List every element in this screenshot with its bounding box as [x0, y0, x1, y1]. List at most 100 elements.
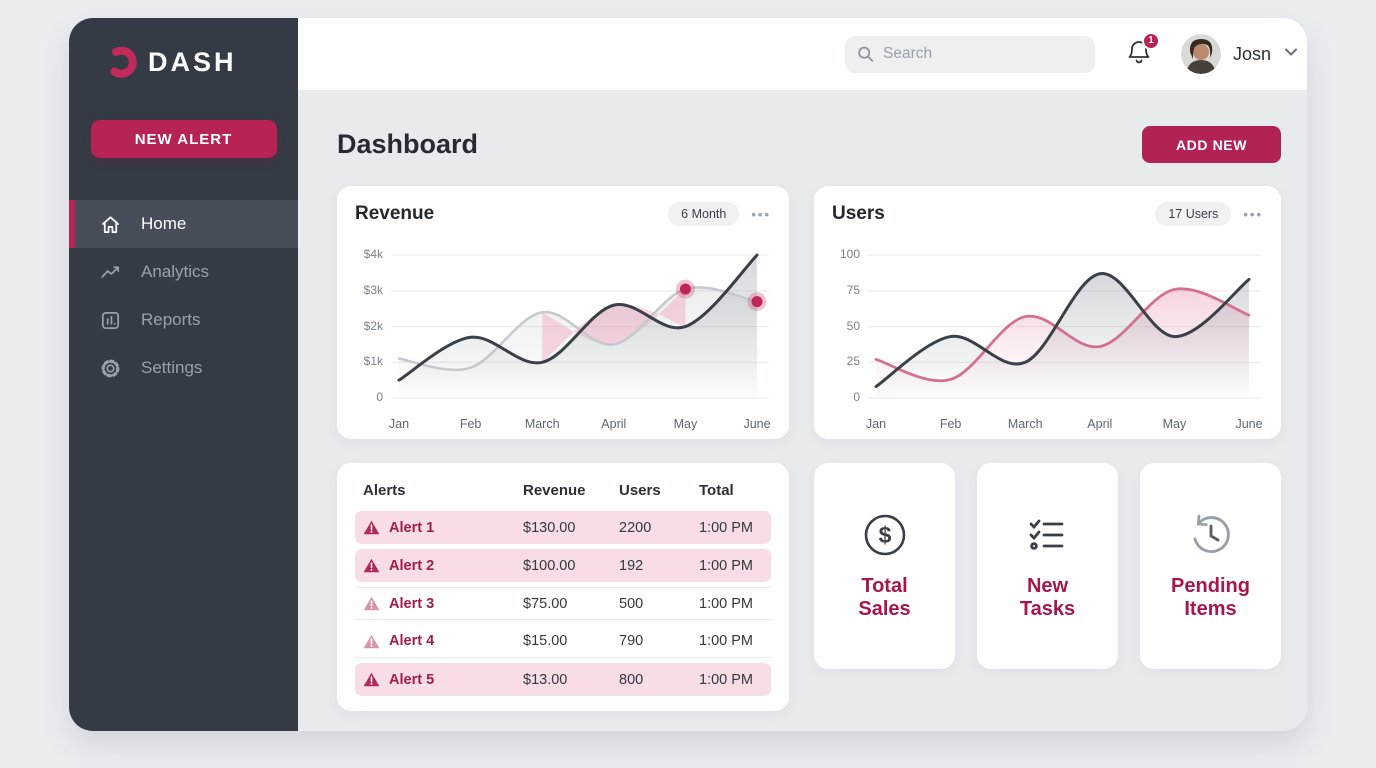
alerts-table-header: Alerts Revenue Users Total — [355, 482, 771, 511]
x-axis: Jan Feb March April May June — [389, 415, 771, 437]
users-card-title: Users — [832, 203, 885, 224]
search-input[interactable] — [883, 45, 1083, 63]
x-tick-label: Feb — [939, 417, 962, 431]
warning-triangle-icon — [363, 520, 380, 535]
revenue-menu-icon[interactable]: ••• — [751, 206, 771, 222]
alert-total: 1:00 PM — [699, 671, 753, 688]
column-header-revenue: Revenue — [523, 482, 586, 499]
alert-revenue: $13.00 — [523, 671, 568, 688]
x-tick-label: May — [673, 417, 698, 431]
alert-revenue: $15.00 — [523, 633, 568, 649]
alert-users: 790 — [619, 633, 644, 649]
alerts-table-card: Alerts Revenue Users Total Alert 1 $130.00 22… — [337, 463, 789, 711]
chevron-down-icon — [1283, 44, 1299, 65]
main-content: Dashboard ADD NEW Revenue 6 Month ••• $4… — [298, 90, 1307, 731]
history-clock-icon — [1187, 511, 1235, 559]
revenue-range-pill[interactable]: 6 Month — [668, 202, 740, 226]
x-tick-label: Jan — [865, 417, 887, 431]
stat-card-pending-items[interactable]: Pending Items — [1140, 463, 1281, 669]
search-icon — [858, 46, 874, 62]
y-axis: 100 75 50 25 0 — [832, 238, 868, 410]
y-axis: $4k $3k $2k $1k 0 — [355, 238, 391, 410]
alert-total: 1:00 PM — [699, 519, 753, 536]
alert-name: Alert 4 — [389, 633, 435, 649]
x-tick-label: June — [743, 417, 771, 431]
y-tick-label: 50 — [846, 318, 860, 333]
y-tick-label: 0 — [376, 390, 383, 404]
home-icon — [99, 213, 122, 236]
plot-area: Jan Feb March April May June — [866, 238, 1263, 437]
alert-name: Alert 1 — [389, 519, 435, 536]
new-alert-button[interactable]: NEW ALERT — [90, 120, 277, 158]
table-row[interactable]: Alert 3 $75.00 500 1:00 PM — [355, 587, 771, 620]
y-tick-label: 100 — [839, 247, 860, 262]
app-container: DASH NEW ALERT Home Analytics Reports Setti… — [69, 18, 1307, 731]
sidebar-item-analytics[interactable]: Analytics — [69, 248, 298, 296]
notifications-button[interactable]: 1 — [1127, 31, 1160, 70]
sidebar: DASH NEW ALERT Home Analytics Reports Setti… — [69, 18, 298, 731]
x-tick-label: Feb — [459, 417, 482, 431]
column-header-total: Total — [699, 482, 734, 499]
x-tick-label: March — [524, 417, 560, 431]
y-tick-label: 0 — [853, 390, 860, 404]
x-tick-label: April — [601, 417, 627, 431]
y-tick-label: $4k — [363, 247, 383, 262]
x-tick-label: March — [1007, 417, 1043, 431]
add-new-button[interactable]: ADD NEW — [1142, 126, 1281, 163]
stat-cards-row: $ Total Sales New Tasks Pending Items — [814, 463, 1281, 669]
dollar-circle-icon: $ — [861, 511, 909, 559]
warning-triangle-icon — [363, 672, 380, 687]
settings-icon — [99, 357, 122, 380]
page-title: Dashboard — [337, 129, 479, 159]
alert-total: 1:00 PM — [699, 557, 753, 574]
sidebar-item-settings[interactable]: Settings — [69, 344, 298, 392]
plot-area: Jan Feb March April May June — [389, 238, 771, 437]
stat-card-new-tasks[interactable]: New Tasks — [977, 463, 1118, 669]
users-menu-icon[interactable]: ••• — [1243, 206, 1263, 222]
checklist-icon — [1024, 511, 1072, 559]
table-row[interactable]: Alert 2 $100.00 192 1:00 PM — [355, 549, 771, 582]
svg-text:$: $ — [878, 522, 891, 548]
users-chart-card: Users 17 Users ••• 100 75 50 25 0 Jan Feb March… — [814, 186, 1281, 439]
stat-card-label: New Tasks — [1019, 575, 1076, 620]
y-tick-label: 25 — [846, 354, 860, 369]
reports-icon — [99, 309, 122, 332]
stat-card-label: Total Sales — [858, 575, 911, 620]
dash-logo-icon — [110, 46, 137, 78]
search-box — [845, 35, 1095, 73]
sidebar-nav: Home Analytics Reports Settings — [69, 200, 298, 392]
alert-name: Alert 5 — [389, 671, 435, 688]
user-name: Josn — [1233, 43, 1272, 64]
alert-revenue: $130.00 — [523, 519, 576, 536]
logo-text: DASH — [148, 46, 237, 77]
y-tick-label: $3k — [363, 282, 383, 297]
x-axis: Jan Feb March April May June — [866, 415, 1263, 437]
table-row[interactable]: Alert 1 $130.00 2200 1:00 PM — [355, 511, 771, 544]
alert-users: 192 — [619, 557, 644, 574]
warning-triangle-icon — [363, 558, 380, 573]
notification-badge: 1 — [1142, 31, 1160, 50]
alert-users: 800 — [619, 671, 644, 688]
user-menu[interactable]: Josn — [1181, 34, 1299, 74]
alerts-table-body: Alert 1 $130.00 2200 1:00 PM Alert 2 $100.00 1… — [355, 511, 771, 696]
table-row[interactable]: Alert 4 $15.00 790 1:00 PM — [355, 625, 771, 658]
y-tick-label: $1k — [363, 354, 383, 369]
analytics-icon — [99, 261, 122, 284]
logo: DASH — [102, 44, 298, 80]
warning-triangle-icon — [363, 634, 380, 649]
users-count-pill[interactable]: 17 Users — [1155, 202, 1232, 226]
users-chart: 100 75 50 25 0 Jan Feb March April May June — [832, 238, 1263, 437]
revenue-chart-card: Revenue 6 Month ••• $4k $3k $2k $1k 0 Jan Feb M… — [337, 186, 789, 439]
top-bar: 1 Josn — [298, 18, 1307, 90]
revenue-card-title: Revenue — [355, 203, 435, 224]
stat-card-total-sales[interactable]: $ Total Sales — [814, 463, 955, 669]
alert-revenue: $100.00 — [523, 557, 576, 574]
sidebar-item-home[interactable]: Home — [69, 200, 298, 248]
alert-name: Alert 2 — [389, 557, 435, 574]
y-tick-label: 75 — [846, 282, 860, 297]
alert-users: 2200 — [619, 519, 652, 536]
table-row[interactable]: Alert 5 $13.00 800 1:00 PM — [355, 663, 771, 696]
alert-revenue: $75.00 — [523, 595, 568, 612]
alert-total: 1:00 PM — [699, 595, 753, 612]
sidebar-item-reports[interactable]: Reports — [69, 296, 298, 344]
